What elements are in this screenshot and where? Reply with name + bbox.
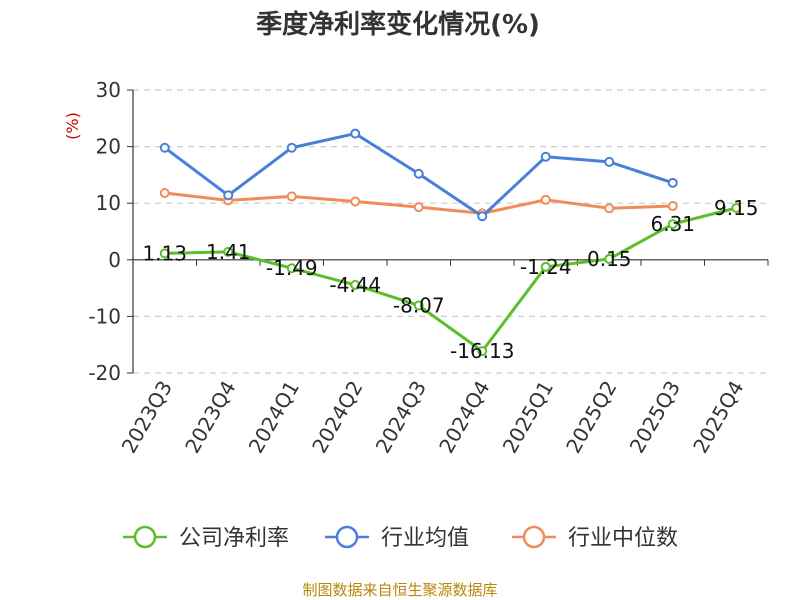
series-point-0[interactable] [223, 246, 234, 257]
legend-marker-icon [522, 525, 546, 549]
data-label: 1.13 [142, 241, 187, 265]
x-tick-label: 2023Q3 [117, 377, 177, 458]
legend-marker-icon [133, 525, 157, 549]
series-point-1[interactable] [286, 142, 297, 153]
x-tick-label: 2024Q2 [307, 377, 367, 458]
legend-item-2[interactable]: 行业中位数 [512, 525, 678, 551]
series-line-0 [164, 206, 737, 353]
data-label: 6.31 [650, 212, 695, 236]
series-point-0[interactable] [286, 263, 297, 274]
y-tick-label: 20 [96, 135, 121, 159]
legend-label: 行业均值 [381, 526, 469, 551]
x-tick-label: 2023Q4 [180, 377, 240, 458]
x-tick-label: 2024Q3 [371, 377, 431, 458]
y-tick-label: -20 [88, 361, 121, 385]
series-point-0[interactable] [540, 261, 551, 272]
series-point-2[interactable] [540, 194, 551, 205]
legend-label: 公司净利率 [179, 526, 289, 551]
series-point-0[interactable] [350, 279, 361, 290]
series-point-1[interactable] [413, 168, 424, 179]
series-point-2[interactable] [413, 202, 424, 213]
data-label: 0.15 [587, 247, 632, 271]
data-label: 1.41 [206, 240, 251, 264]
series-point-0[interactable] [477, 346, 488, 357]
series-point-1[interactable] [540, 151, 551, 162]
data-label: -8.07 [393, 293, 445, 317]
chart-title: 季度净利率变化情况(%) [256, 9, 540, 40]
series-point-1[interactable] [667, 177, 678, 188]
legend-marker-icon [335, 525, 359, 549]
series-point-0[interactable] [604, 253, 615, 264]
data-label: 9.15 [714, 196, 759, 220]
data-labels: 1.13 1.41 -1.49 -4.44 -8.07-16.13 -1.24 0.15 6.… [142, 196, 758, 363]
series-group [159, 128, 742, 357]
data-label: -4.44 [329, 273, 381, 297]
y-tick-label: -10 [88, 304, 121, 328]
y-tick-label: 30 [96, 78, 121, 102]
x-tick-label: 2025Q1 [498, 377, 558, 458]
data-label: -16.13 [450, 339, 514, 363]
series-point-0[interactable] [413, 300, 424, 311]
data-label: -1.24 [520, 255, 572, 279]
x-tick-label: 2025Q4 [688, 377, 748, 458]
series-point-1[interactable] [159, 142, 170, 153]
y-tick-label: 10 [96, 191, 121, 215]
legend-item-1[interactable]: 行业均值 [325, 525, 469, 551]
series-point-2[interactable] [667, 201, 678, 212]
source-note: 制图数据来自恒生聚源数据库 [302, 581, 497, 599]
series-point-2[interactable] [159, 188, 170, 199]
legend-label: 行业中位数 [568, 526, 678, 551]
series-point-2[interactable] [350, 196, 361, 207]
series-point-2[interactable] [604, 203, 615, 214]
series-point-0[interactable] [731, 203, 742, 214]
series-point-2[interactable] [286, 191, 297, 202]
x-tick-label: 2025Q2 [561, 377, 621, 458]
series-point-1[interactable] [223, 190, 234, 201]
series-point-1[interactable] [604, 156, 615, 167]
x-tick-label: 2025Q3 [625, 377, 685, 458]
series-point-0[interactable] [667, 219, 678, 230]
data-label: -1.49 [266, 256, 318, 280]
x-tick-label: 2024Q1 [244, 377, 304, 458]
y-tick-label: 0 [108, 248, 121, 272]
y-axis-unit: (%) [63, 112, 82, 140]
grid-lines [133, 89, 768, 374]
series-point-1[interactable] [477, 211, 488, 222]
legend-item-0[interactable]: 公司净利率 [123, 525, 289, 551]
legend[interactable]: 公司净利率 行业均值 行业中位数 [123, 525, 678, 551]
x-tick-label: 2024Q4 [434, 377, 494, 458]
series-point-0[interactable] [159, 248, 170, 259]
series-point-1[interactable] [350, 128, 361, 139]
